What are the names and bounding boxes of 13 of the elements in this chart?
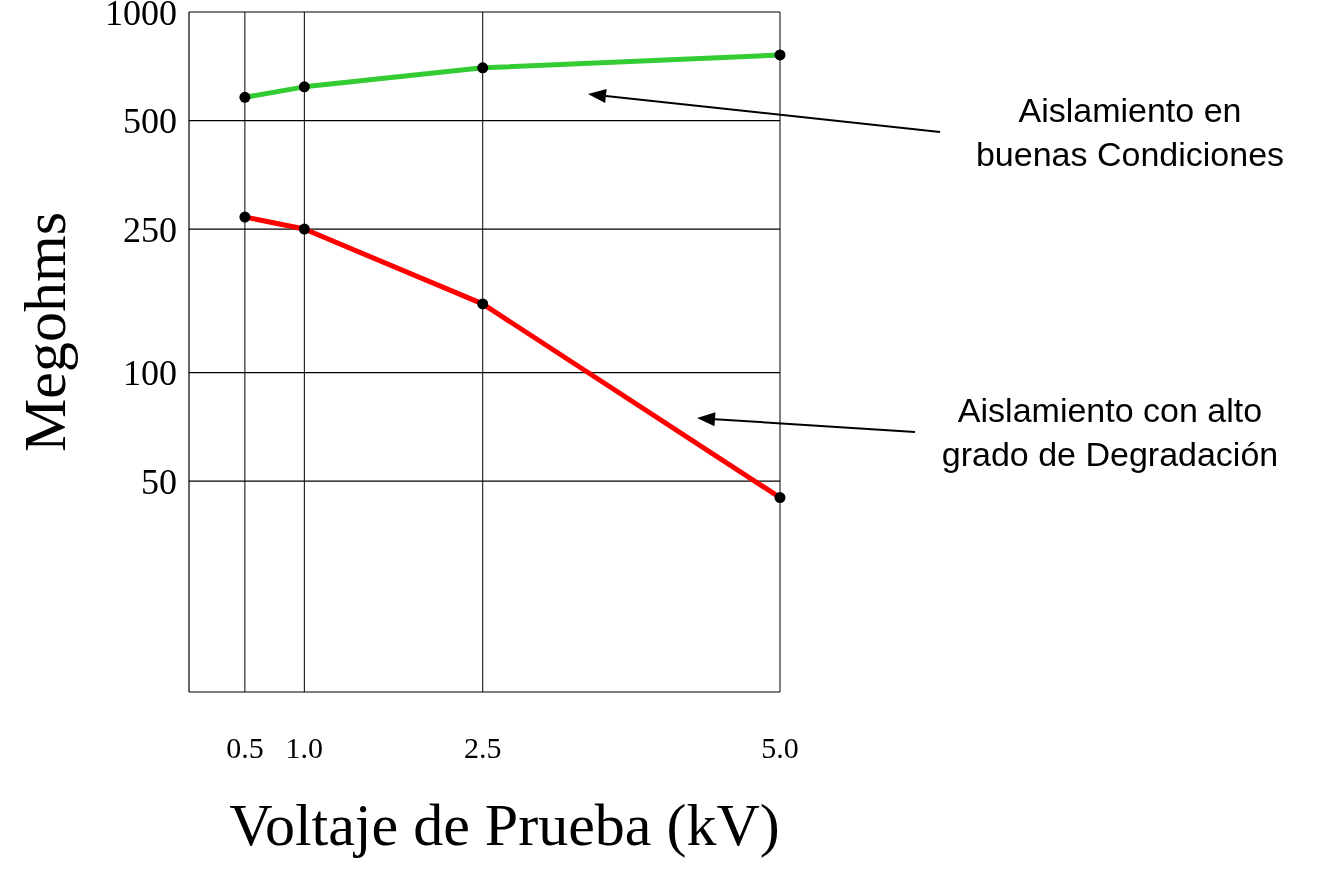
x-tick-label: 2.5 <box>463 731 502 764</box>
text: Aislamiento con alto grado de Degradación <box>941 391 1279 473</box>
x-tick-label: 1.0 <box>285 731 324 764</box>
y-axis-title: Megohms <box>12 212 78 452</box>
y-tick-label: 1000 <box>105 0 177 33</box>
y-tick-label: 500 <box>123 101 177 142</box>
y-tick-label: 100 <box>123 353 177 394</box>
x-tick-label: 5.0 <box>761 731 799 764</box>
x-tick-label: 0.5 <box>226 731 264 764</box>
x-axis-title: Voltaje de Prueba (kV) <box>229 792 780 858</box>
text: Aislamiento en buenas Condiciones <box>975 91 1285 173</box>
y-tick-label: 250 <box>123 209 177 250</box>
y-tick-label: 50 <box>141 461 177 502</box>
